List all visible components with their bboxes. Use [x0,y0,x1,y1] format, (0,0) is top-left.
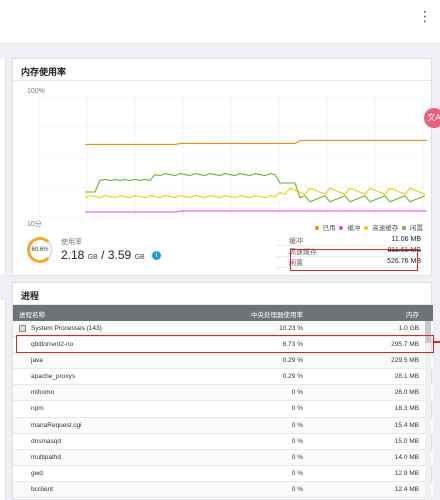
col-memory[interactable]: 内存 [406,312,419,319]
usage-used-unit: GB [87,254,98,261]
translate-icon[interactable]: 文A [424,108,440,128]
table-row[interactable]: bcclient 0 % 12.4 MB [13,481,433,499]
table-row[interactable]: apache_proxys 0.29 % 28.1 MB [13,369,433,386]
usage-total: 3.59 [107,248,132,262]
usage-label: 使用率 [61,239,82,246]
top-bar: ⋮ [0,0,440,44]
table-row[interactable]: mihomo 0 % 26.0 MB [13,385,433,402]
left-panel-edge-lower [0,300,6,500]
usage-value: 2.18 GB / 3.59 GB i [61,248,162,262]
process-table-header: 进程名称 中央处理器使用率 内存 [13,305,433,321]
memory-stats: 缓冲 11.06 MB 高速缓存 911.61 MB 闲置 526.76 MB [277,235,421,268]
col-process-name[interactable]: 进程名称 [19,312,45,319]
highlight-pointer-line [434,341,440,343]
memory-chart-svg: 100% 10分 [27,88,429,227]
table-row[interactable]: manaRequest.cgi 0 % 15.4 MB [13,417,433,434]
series-free-line [85,173,426,203]
x-left-label: 10分 [27,219,42,227]
legend-free: 闲置 [402,225,423,232]
stat-free: 闲置 526.76 MB [277,257,421,268]
usage-used: 2.18 [61,248,85,262]
memory-legend: 已用 缓冲 高速缓存 闲置 [313,222,423,232]
col-cpu[interactable]: 中央处理器使用率 [251,312,303,319]
y-max-label: 100% [27,88,45,95]
table-row[interactable]: npm 0 % 18.3 MB [13,401,433,418]
left-panel-edge [0,58,6,274]
series-used-line [85,139,427,145]
usage-sep: / [101,248,105,262]
legend-buffer: 缓冲 [339,225,360,232]
table-row[interactable]: gwd 0 % 12.9 MB [13,466,433,482]
table-row[interactable]: dnsmasqd 0 % 15.0 MB [13,434,433,450]
legend-cache: 高速缓存 [364,225,398,232]
table-row[interactable]: System Processes (143) 10.23 % 1.0 GB [13,321,433,338]
series-cache-line [84,187,426,199]
table-scroll-thumb[interactable] [425,321,431,343]
highlight-free-memory [290,249,418,271]
process-table-body: System Processes (143) 10.23 % 1.0 GB qbit… [13,321,433,499]
usage-total-unit: GB [134,254,145,261]
process-panel: 进程 进程名称 中央处理器使用率 内存 System Processes (14… [12,282,433,500]
memory-usage-panel: 内存使用率 100% 10分 已用 缓冲 高速缓存 闲置 60.6% 使用率 2… [12,58,432,276]
group-expand-icon[interactable] [19,325,26,332]
process-panel-title: 进程 [13,283,431,305]
table-row[interactable]: multipathd 0 % 14.0 MB [13,449,433,466]
memory-panel-title: 内存使用率 [13,59,431,81]
series-buffer-line [85,210,427,213]
legend-used: 已用 [314,225,336,232]
usage-gauge: 60.6% [27,237,53,263]
memory-chart: 100% 10分 [27,87,429,227]
table-scrollbar[interactable] [425,321,431,500]
stat-buffer: 缓冲 11.06 MB [277,235,421,246]
table-row[interactable]: java 0.29 % 229.5 MB [13,353,433,370]
stat-cache: 高速缓存 911.61 MB [277,246,421,257]
gauge-percent: 60.6% [31,247,49,253]
info-icon[interactable]: i [152,251,162,261]
more-menu-icon[interactable]: ⋮ [418,8,432,24]
highlight-qbittorrent-row [16,335,434,353]
